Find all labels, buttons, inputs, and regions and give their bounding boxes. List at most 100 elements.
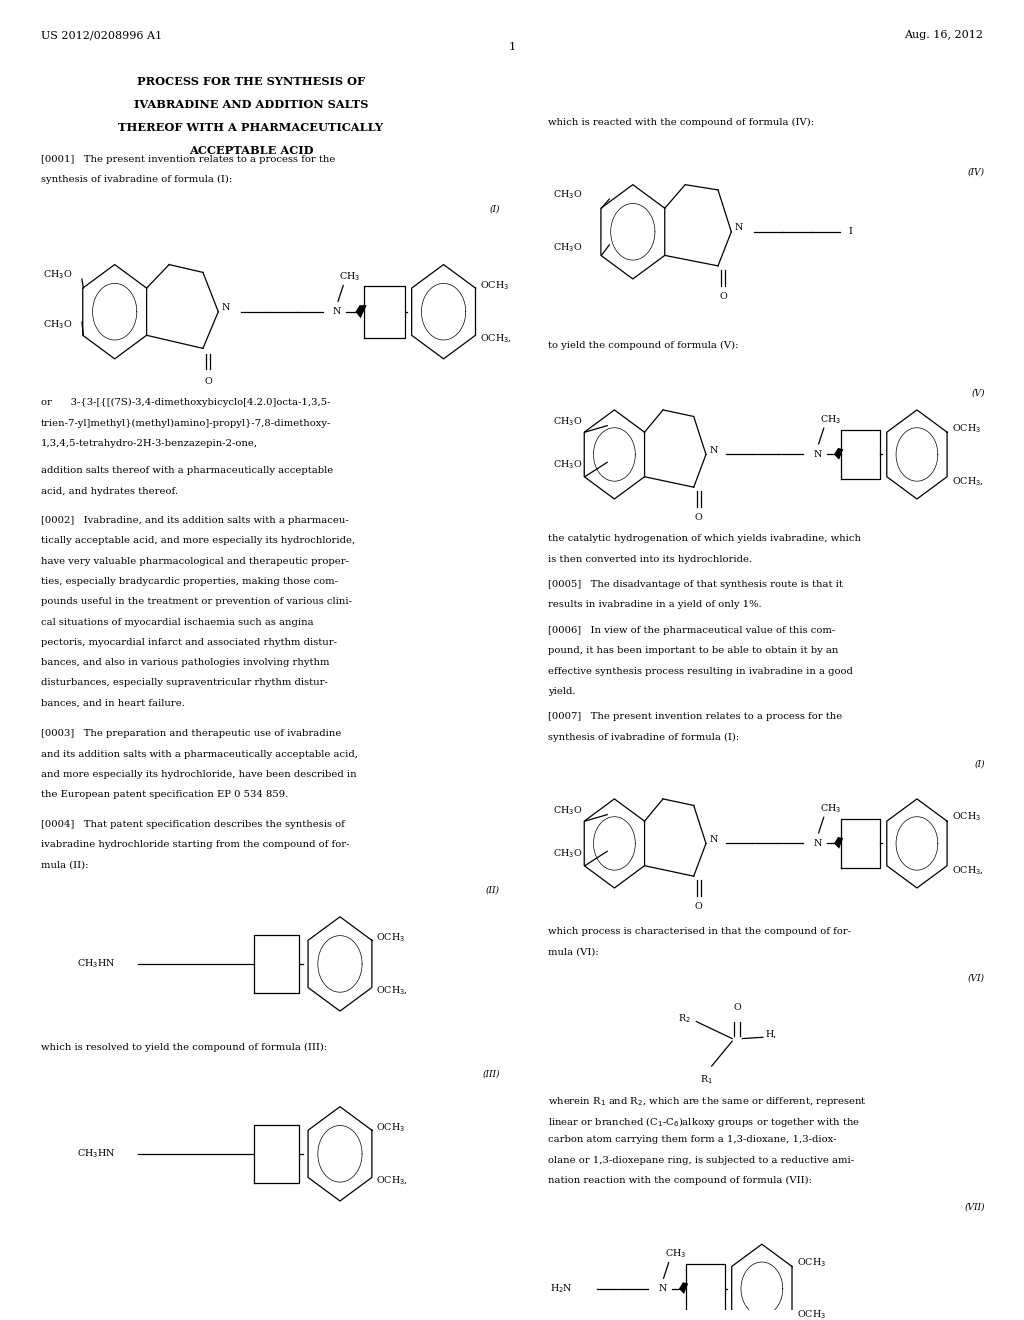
Text: CH$_3$: CH$_3$: [819, 413, 841, 425]
Text: R$_1$: R$_1$: [700, 1074, 713, 1086]
Text: 1,3,4,5-tetrahydro-2H-3-benzazepin-2-one,: 1,3,4,5-tetrahydro-2H-3-benzazepin-2-one…: [41, 438, 258, 447]
Text: R$_2$: R$_2$: [679, 1012, 691, 1026]
Text: H$_2$N: H$_2$N: [550, 1283, 572, 1295]
Text: synthesis of ivabradine of formula (I):: synthesis of ivabradine of formula (I):: [548, 733, 739, 742]
Text: trien-7-yl]methyl}(methyl)amino]-propyl}-7,8-dimethoxy-: trien-7-yl]methyl}(methyl)amino]-propyl}…: [41, 418, 332, 428]
Text: N: N: [709, 836, 718, 843]
Text: IVABRADINE AND ADDITION SALTS: IVABRADINE AND ADDITION SALTS: [134, 99, 368, 110]
Polygon shape: [679, 1282, 688, 1294]
Text: [0005]   The disadvantage of that synthesis route is that it: [0005] The disadvantage of that synthesi…: [548, 581, 843, 589]
Text: cal situations of myocardial ischaemia such as angina: cal situations of myocardial ischaemia s…: [41, 618, 313, 627]
Text: CH$_3$O: CH$_3$O: [553, 242, 583, 253]
Text: pounds useful in the treatment or prevention of various clini-: pounds useful in the treatment or preven…: [41, 597, 352, 606]
Text: (VII): (VII): [965, 1203, 985, 1212]
Text: [0007]   The present invention relates to a process for the: [0007] The present invention relates to …: [548, 713, 842, 722]
Text: and its addition salts with a pharmaceutically acceptable acid,: and its addition salts with a pharmaceut…: [41, 750, 358, 759]
Text: 1: 1: [509, 42, 515, 51]
Text: PROCESS FOR THE SYNTHESIS OF: PROCESS FOR THE SYNTHESIS OF: [137, 77, 365, 87]
Text: US 2012/0208996 A1: US 2012/0208996 A1: [41, 30, 162, 40]
Text: OCH$_3$: OCH$_3$: [797, 1308, 825, 1320]
Text: acid, and hydrates thereof.: acid, and hydrates thereof.: [41, 487, 178, 495]
Text: olane or 1,3-dioxepane ring, is subjected to a reductive ami-: olane or 1,3-dioxepane ring, is subjecte…: [548, 1156, 854, 1164]
Text: the European patent specification EP 0 534 859.: the European patent specification EP 0 5…: [41, 791, 288, 800]
Text: OCH$_3$: OCH$_3$: [951, 422, 981, 434]
Text: results in ivabradine in a yield of only 1%.: results in ivabradine in a yield of only…: [548, 601, 762, 610]
Text: CH$_3$O: CH$_3$O: [43, 269, 73, 281]
Text: to yield the compound of formula (V):: to yield the compound of formula (V):: [548, 341, 738, 350]
Text: wherein R$_1$ and R$_2$, which are the same or different, represent: wherein R$_1$ and R$_2$, which are the s…: [548, 1094, 866, 1107]
Text: [0004]   That patent specification describes the synthesis of: [0004] That patent specification describ…: [41, 820, 345, 829]
Text: OCH$_3$: OCH$_3$: [377, 932, 406, 944]
Text: mula (II):: mula (II):: [41, 861, 88, 870]
Polygon shape: [355, 305, 367, 318]
Text: (IV): (IV): [968, 168, 985, 177]
Text: CH$_3$O: CH$_3$O: [553, 847, 583, 861]
Text: nation reaction with the compound of formula (VII):: nation reaction with the compound of for…: [548, 1176, 812, 1185]
Text: OCH$_3$,: OCH$_3$,: [951, 863, 984, 875]
Text: [0002]   Ivabradine, and its addition salts with a pharmaceu-: [0002] Ivabradine, and its addition salt…: [41, 516, 349, 525]
Text: effective synthesis process resulting in ivabradine in a good: effective synthesis process resulting in…: [548, 667, 853, 676]
Text: addition salts thereof with a pharmaceutically acceptable: addition salts thereof with a pharmaceut…: [41, 466, 333, 475]
Text: OCH$_3$: OCH$_3$: [377, 1122, 406, 1134]
Text: (III): (III): [482, 1071, 500, 1078]
Text: mula (VI):: mula (VI):: [548, 948, 599, 957]
Text: ties, especially bradycardic properties, making those com-: ties, especially bradycardic properties,…: [41, 577, 338, 586]
Text: N: N: [709, 446, 718, 455]
Text: the catalytic hydrogenation of which yields ivabradine, which: the catalytic hydrogenation of which yie…: [548, 535, 861, 544]
Text: N: N: [813, 450, 822, 459]
Text: N: N: [734, 223, 742, 232]
Text: CH$_3$HN: CH$_3$HN: [77, 958, 115, 970]
Text: CH$_3$O: CH$_3$O: [553, 458, 583, 471]
Text: have very valuable pharmacological and therapeutic proper-: have very valuable pharmacological and t…: [41, 557, 349, 565]
Text: ACCEPTABLE ACID: ACCEPTABLE ACID: [188, 145, 313, 156]
Text: CH$_3$O: CH$_3$O: [553, 416, 583, 428]
Text: OCH$_3$,: OCH$_3$,: [951, 475, 984, 487]
Polygon shape: [834, 837, 843, 849]
Text: CH$_3$O: CH$_3$O: [553, 189, 583, 202]
Text: O: O: [204, 378, 212, 387]
Text: synthesis of ivabradine of formula (I):: synthesis of ivabradine of formula (I):: [41, 174, 232, 183]
Text: N: N: [813, 840, 822, 847]
Text: [0003]   The preparation and therapeutic use of ivabradine: [0003] The preparation and therapeutic u…: [41, 730, 341, 738]
Text: O: O: [719, 292, 727, 301]
Text: Aug. 16, 2012: Aug. 16, 2012: [904, 30, 983, 40]
Text: is then converted into its hydrochloride.: is then converted into its hydrochloride…: [548, 554, 752, 564]
Text: CH$_3$O: CH$_3$O: [43, 318, 73, 331]
Text: disturbances, especially supraventricular rhythm distur-: disturbances, especially supraventricula…: [41, 678, 328, 688]
Text: carbon atom carrying them form a 1,3-dioxane, 1,3-diox-: carbon atom carrying them form a 1,3-dio…: [548, 1135, 837, 1144]
Text: CH$_3$O: CH$_3$O: [553, 804, 583, 817]
Text: (I): (I): [975, 759, 985, 768]
Text: bances, and in heart failure.: bances, and in heart failure.: [41, 698, 185, 708]
Text: O: O: [733, 1003, 741, 1012]
Text: ivabradine hydrochloride starting from the compound of for-: ivabradine hydrochloride starting from t…: [41, 840, 349, 849]
Text: CH$_3$: CH$_3$: [339, 271, 360, 282]
Text: yield.: yield.: [548, 686, 575, 696]
Polygon shape: [834, 447, 843, 459]
Text: linear or branched (C$_1$-C$_6$)alkoxy groups or together with the: linear or branched (C$_1$-C$_6$)alkoxy g…: [548, 1115, 860, 1129]
Text: which is reacted with the compound of formula (IV):: which is reacted with the compound of fo…: [548, 117, 814, 127]
Text: O: O: [695, 513, 702, 523]
Text: or      3-{3-[{[(7S)-3,4-dimethoxybicyclo[4.2.0]octa-1,3,5-: or 3-{3-[{[(7S)-3,4-dimethoxybicyclo[4.2…: [41, 399, 331, 408]
Text: O: O: [695, 903, 702, 911]
Text: OCH$_3$: OCH$_3$: [797, 1257, 825, 1269]
Text: THEREOF WITH A PHARMACEUTICALLY: THEREOF WITH A PHARMACEUTICALLY: [119, 121, 383, 133]
Text: OCH$_3$,: OCH$_3$,: [480, 331, 512, 345]
Text: CH$_3$: CH$_3$: [819, 803, 841, 814]
Text: tically acceptable acid, and more especially its hydrochloride,: tically acceptable acid, and more especi…: [41, 536, 355, 545]
Text: N: N: [221, 304, 229, 313]
Text: pound, it has been important to be able to obtain it by an: pound, it has been important to be able …: [548, 647, 839, 655]
Text: which is resolved to yield the compound of formula (III):: which is resolved to yield the compound …: [41, 1043, 328, 1052]
Text: (I): (I): [489, 205, 500, 214]
Text: and more especially its hydrochloride, have been described in: and more especially its hydrochloride, h…: [41, 770, 356, 779]
Text: I: I: [848, 227, 852, 236]
Text: [0001]   The present invention relates to a process for the: [0001] The present invention relates to …: [41, 154, 335, 164]
Text: [0006]   In view of the pharmaceutical value of this com-: [0006] In view of the pharmaceutical val…: [548, 626, 836, 635]
Text: which process is characterised in that the compound of for-: which process is characterised in that t…: [548, 927, 851, 936]
Text: CH$_3$: CH$_3$: [665, 1247, 686, 1259]
Text: OCH$_3$: OCH$_3$: [480, 280, 509, 292]
Text: bances, and also in various pathologies involving rhythm: bances, and also in various pathologies …: [41, 659, 330, 667]
Text: pectoris, myocardial infarct and associated rhythm distur-: pectoris, myocardial infarct and associa…: [41, 638, 337, 647]
Text: N: N: [658, 1284, 667, 1294]
Text: H,: H,: [766, 1030, 777, 1039]
Text: (V): (V): [972, 389, 985, 397]
